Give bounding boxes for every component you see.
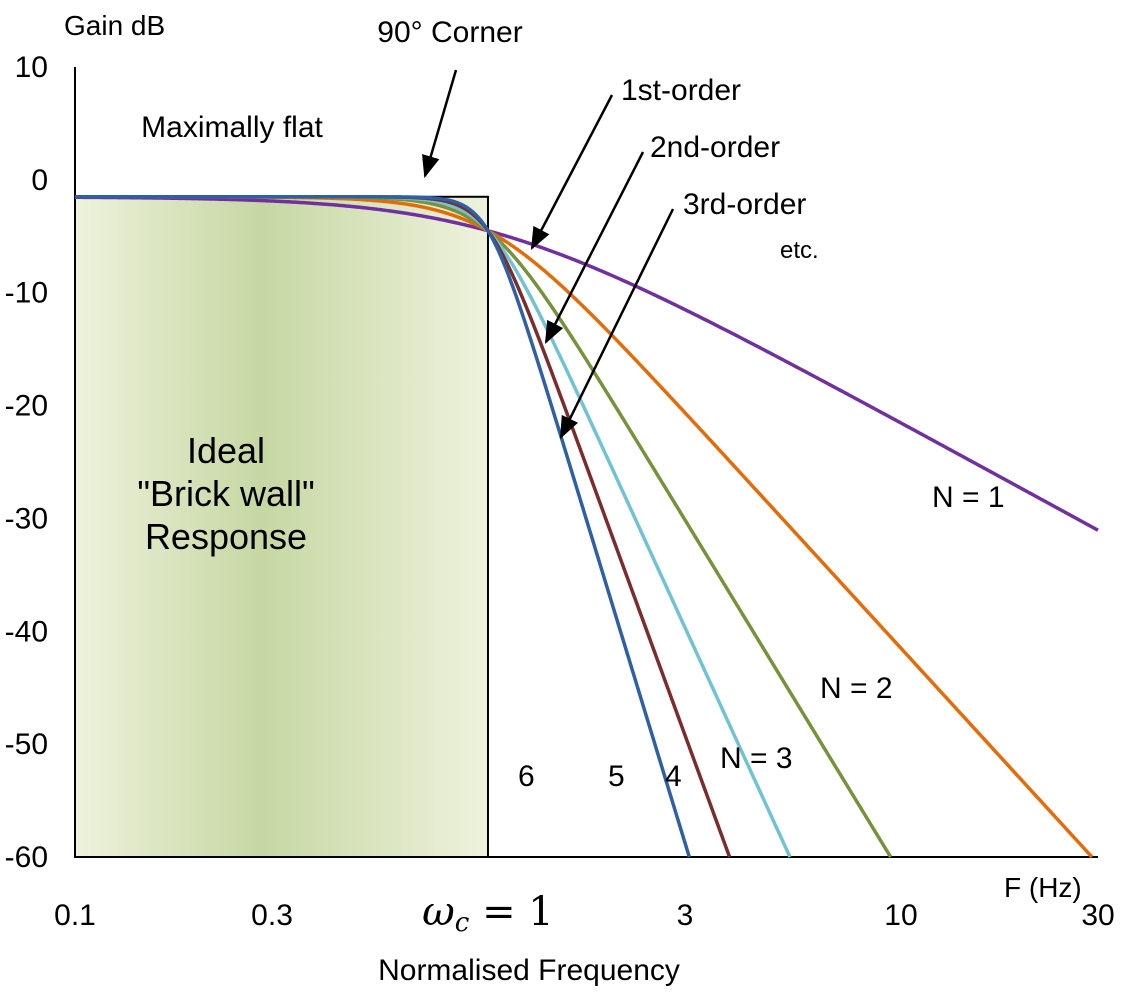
y-tick-label-0: 10 <box>15 51 48 84</box>
first-order-label: 1st-order <box>621 74 741 107</box>
series-label-n6: 6 <box>518 760 535 793</box>
second-order-arrow <box>544 151 645 345</box>
x-tick-label-1: 0.3 <box>251 899 293 932</box>
series-label-n1: N = 1 <box>932 481 1005 514</box>
x-tick-label-3: 3 <box>677 899 694 932</box>
third-order-label: 3rd-order <box>683 188 806 221</box>
corner-arrow <box>422 69 458 179</box>
series-label-n4: 4 <box>665 760 682 793</box>
brick-wall-line-3: Response <box>145 516 307 557</box>
x-axis-title: Normalised Frequency <box>378 954 680 987</box>
x-axis-unit-label: F (Hz) <box>1004 872 1082 903</box>
brick-wall-line-2: "Brick wall" <box>137 473 315 514</box>
y-tick-label-1: 0 <box>31 164 48 197</box>
series-line-n6 <box>74 195 691 858</box>
corner-label: 90° Corner <box>377 16 522 49</box>
maximally-flat-label: Maximally flat <box>141 111 323 144</box>
y-tick-label-7: -60 <box>5 841 48 874</box>
series-label-n3: N = 3 <box>720 742 793 775</box>
x-tick-label-5: 30 <box>1081 899 1114 932</box>
first-order-arrow <box>530 94 614 250</box>
etc-label: etc. <box>780 237 819 264</box>
series-label-n5: 5 <box>608 760 625 793</box>
y-tick-label-4: -30 <box>5 502 48 535</box>
y-tick-label-6: -50 <box>5 728 48 761</box>
y-tick-label-2: -10 <box>5 277 48 310</box>
y-tick-label-3: -20 <box>5 390 48 423</box>
y-tick-label-5: -40 <box>5 615 48 648</box>
brick-wall-line-1: Ideal <box>187 430 265 471</box>
x-tick-label-0: 0.1 <box>54 899 96 932</box>
x-tick-label-4: 10 <box>884 899 917 932</box>
series-label-n2: N = 2 <box>820 672 893 705</box>
y-axis-title: Gain dB <box>64 10 165 41</box>
x-tick-label-2: ωc = 1 <box>422 889 554 938</box>
brick-wall-region <box>74 195 489 859</box>
third-order-arrow <box>559 208 675 440</box>
second-order-label: 2nd-order <box>650 131 780 164</box>
